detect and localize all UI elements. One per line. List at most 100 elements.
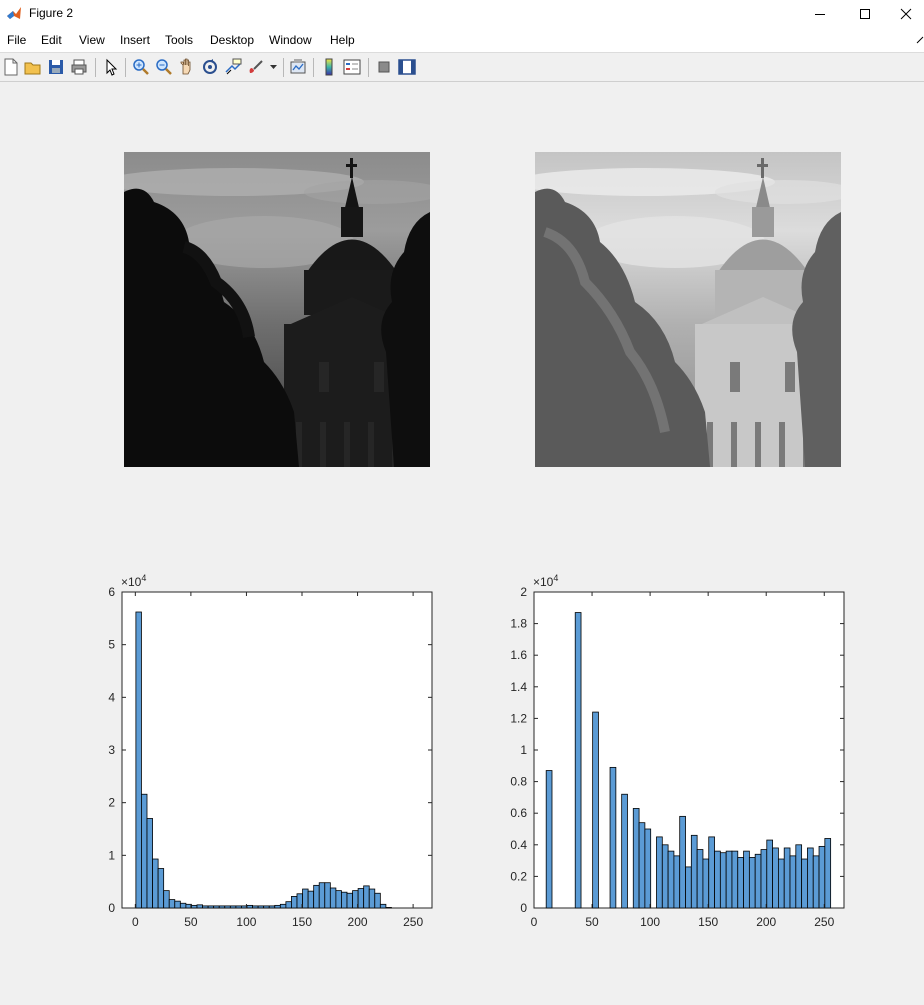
histogram-bar: [685, 866, 692, 909]
save-icon[interactable]: [47, 58, 65, 76]
histogram-bar: [818, 845, 826, 909]
histogram-bar: [157, 868, 165, 909]
zoom-out-icon[interactable]: [155, 58, 173, 76]
histogram-bar: [621, 793, 628, 909]
y-tick-label: 2: [520, 585, 527, 599]
histogram-bar: [341, 891, 348, 909]
dock-arrow-icon[interactable]: [916, 36, 924, 44]
rotate-3d-icon[interactable]: [201, 58, 219, 76]
x-tick-label: 250: [814, 915, 834, 929]
legend-icon[interactable]: [343, 58, 361, 76]
menu-view[interactable]: View: [79, 33, 105, 47]
histogram-bar: [673, 855, 681, 909]
histogram-bar: [146, 818, 153, 909]
histogram-bar: [246, 904, 253, 909]
histogram-bar: [329, 887, 337, 909]
maximize-button[interactable]: [842, 0, 888, 28]
histogram-bar: [335, 890, 342, 909]
colorbar-icon[interactable]: [320, 58, 338, 76]
close-button[interactable]: [887, 0, 924, 28]
histogram-bar: [168, 899, 176, 909]
y-tick-label: 1.4: [510, 680, 527, 694]
histogram-bar: [291, 896, 298, 909]
y-tick-label: 0: [520, 901, 527, 915]
histogram-equalized: 0 50 100 150 200 250 0 0.2 0.4 0.6 0.8 1 1.2 1.4 1.6 1.…: [510, 573, 845, 929]
menu-desktop[interactable]: Desktop: [210, 33, 255, 47]
x-tick-label: 50: [585, 915, 599, 929]
histogram-bar: [708, 836, 715, 909]
histogram-bar: [174, 900, 181, 909]
histogram-bar: [207, 905, 215, 909]
histogram-bar: [661, 844, 669, 909]
histogram-bar: [644, 828, 652, 909]
histogram-bar: [592, 711, 599, 909]
chevron-down-icon[interactable]: [270, 65, 277, 70]
menu-window[interactable]: Window: [269, 33, 312, 47]
close-icon: [900, 8, 911, 20]
toolbar-separator: [368, 58, 369, 77]
y-tick-label: 6: [108, 585, 115, 599]
exponent-label: ×104: [121, 573, 146, 589]
menu-tools[interactable]: Tools: [165, 33, 194, 47]
hide-plot-tools-icon[interactable]: [375, 58, 393, 76]
histogram-bar: [196, 904, 203, 909]
histogram-bar: [696, 849, 704, 909]
menu-file[interactable]: File: [7, 33, 27, 47]
histogram-bar: [766, 839, 774, 909]
histogram-bar: [545, 770, 553, 909]
histogram-bar: [285, 901, 292, 909]
x-tick-label: 0: [132, 915, 139, 929]
y-tick-label: 0: [108, 901, 115, 915]
maximize-icon: [860, 9, 870, 19]
data-cursor-icon[interactable]: [224, 58, 242, 76]
new-figure-icon[interactable]: [2, 58, 20, 76]
histogram-bar: [318, 882, 326, 909]
bars: [135, 611, 392, 909]
minimize-icon: [815, 14, 825, 15]
histogram-bar: [152, 858, 159, 909]
menu-help[interactable]: Help: [330, 33, 355, 47]
equalized-grayscale-image: [535, 152, 841, 467]
menu-insert[interactable]: Insert: [120, 33, 151, 47]
menu-bar: File Edit View Insert Tools Desktop Wind…: [0, 28, 924, 52]
y-tick-label: 0.6: [510, 806, 527, 820]
show-plot-tools-icon[interactable]: [398, 58, 416, 76]
menu-edit[interactable]: Edit: [41, 33, 62, 47]
axes: 0 50 100 150 200 250 0 0.2 0.4 0.6 0.8 1 1.2 1.4 1.6 1.…: [510, 585, 844, 929]
histogram-bar: [719, 852, 727, 909]
print-icon[interactable]: [70, 58, 88, 76]
axes: 0 50 100 150 200 250 0 1 2 3 4 5 6: [108, 585, 432, 929]
histogram-bar: [357, 888, 365, 909]
histogram-bar: [379, 903, 387, 909]
x-tick-label: 200: [348, 915, 368, 929]
histogram-bar: [213, 905, 220, 909]
y-tick-label: 5: [108, 638, 115, 652]
pan-icon[interactable]: [178, 58, 196, 76]
histogram-bar: [632, 808, 640, 909]
pointer-icon[interactable]: [102, 58, 120, 76]
toolbar-separator: [125, 58, 126, 77]
histogram-bar: [638, 822, 646, 909]
original-grayscale-image: [124, 152, 430, 467]
y-tick-label: 1.8: [510, 617, 527, 631]
zoom-in-icon[interactable]: [132, 58, 150, 76]
histogram-bar: [795, 844, 803, 909]
histogram-bar: [777, 858, 785, 909]
open-file-icon[interactable]: [24, 58, 42, 76]
y-tick-label: 3: [108, 743, 115, 757]
histogram-bar: [714, 850, 721, 909]
church-scene-dark: [124, 152, 430, 467]
histogram-bar: [235, 905, 242, 909]
y-tick-label: 0.8: [510, 775, 527, 789]
toolbar-separator: [283, 58, 284, 77]
brush-icon[interactable]: [247, 58, 265, 76]
exponent-label: ×104: [533, 573, 558, 589]
histogram-bar: [368, 888, 376, 909]
x-tick-label: 150: [292, 915, 312, 929]
y-tick-label: 4: [108, 690, 115, 704]
link-plot-icon[interactable]: [289, 58, 307, 76]
histogram-bar: [679, 815, 686, 909]
histogram-bar: [252, 905, 259, 909]
y-tick-label: 1: [108, 848, 115, 862]
minimize-button[interactable]: [797, 0, 843, 28]
